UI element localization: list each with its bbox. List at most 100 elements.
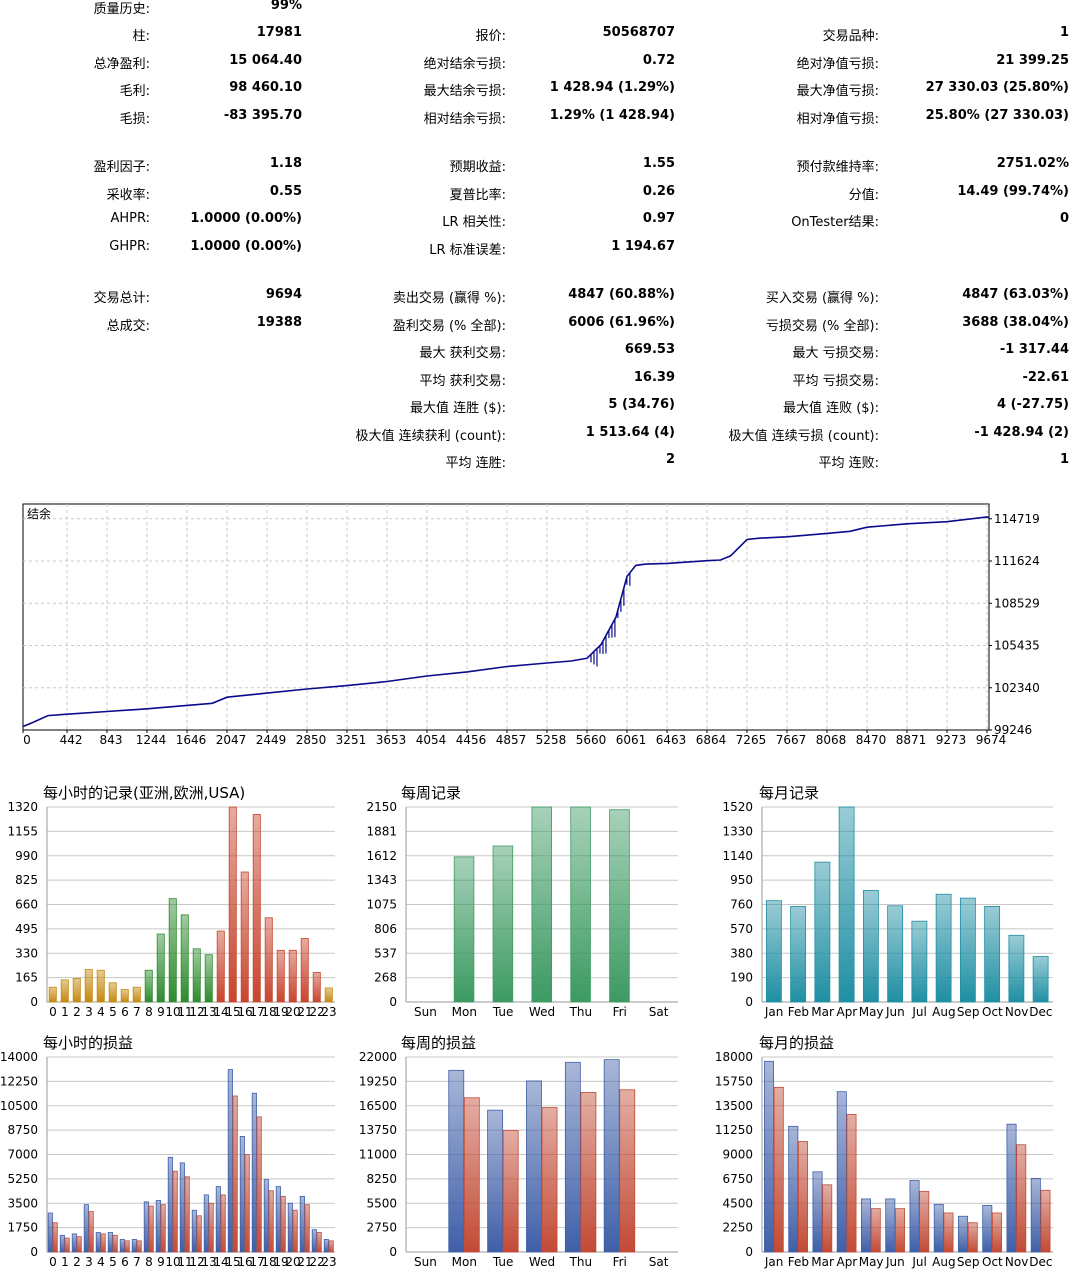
bar bbox=[958, 1215, 969, 1253]
y-tick-label: 0 bbox=[745, 1245, 753, 1259]
y-tick-label: 105435 bbox=[994, 639, 1040, 653]
bar bbox=[984, 906, 1001, 1003]
bar bbox=[276, 949, 285, 1003]
x-tick-label: 1 bbox=[61, 1255, 69, 1269]
y-tick-label: 0 bbox=[30, 1245, 38, 1259]
bar bbox=[227, 1069, 233, 1253]
bar bbox=[240, 871, 249, 1003]
stat-label: 交易品种: bbox=[822, 29, 879, 44]
stat-label: 最大结余亏损: bbox=[423, 84, 506, 99]
bar bbox=[609, 809, 630, 1003]
x-tick-label: Jul bbox=[911, 1005, 926, 1019]
y-tick-label: 13500 bbox=[716, 1099, 753, 1113]
stat-label: 质量历史: bbox=[93, 2, 150, 17]
x-tick-label: 5 bbox=[109, 1005, 117, 1019]
y-tick-label: 1140 bbox=[722, 849, 753, 863]
stat-label: OnTester结果: bbox=[791, 215, 879, 230]
x-tick-label: Fri bbox=[613, 1005, 627, 1019]
x-tick-label: 4456 bbox=[456, 733, 487, 747]
bar bbox=[1016, 1144, 1027, 1253]
x-tick-label: 5660 bbox=[576, 733, 607, 747]
x-tick-label: Wed bbox=[529, 1005, 555, 1019]
bar bbox=[88, 1211, 94, 1253]
y-tick-label: 268 bbox=[374, 971, 397, 985]
x-tick-label: Feb bbox=[788, 1005, 809, 1019]
x-tick-label: 7667 bbox=[776, 733, 807, 747]
y-tick-label: 806 bbox=[374, 922, 397, 936]
stat-value: 4847 (60.88%) bbox=[568, 287, 675, 302]
bar bbox=[861, 1198, 872, 1253]
stat-value: 1.55 bbox=[642, 156, 675, 171]
stat-value: 1.29% (1 428.94) bbox=[549, 108, 675, 123]
bar bbox=[59, 1234, 65, 1253]
x-tick-label: Sun bbox=[414, 1255, 437, 1269]
bar bbox=[311, 1229, 317, 1253]
stat-value: 9694 bbox=[265, 287, 302, 302]
bar bbox=[244, 1154, 250, 1253]
bar bbox=[967, 1222, 978, 1253]
bar bbox=[304, 1204, 310, 1253]
stat-label: 绝对净值亏损: bbox=[796, 57, 879, 72]
x-tick-label: 8068 bbox=[816, 733, 847, 747]
stat-value: 19388 bbox=[256, 315, 302, 330]
weekly-trades-panel: 每周记录 0 268 537 806 1075 1343 1612 1881 2150 Sun Mo… bbox=[358, 780, 716, 1030]
stat-label: 相对结余亏损: bbox=[423, 112, 506, 127]
bar bbox=[887, 905, 904, 1003]
x-tick-label: 11 bbox=[177, 1005, 192, 1019]
bar bbox=[228, 806, 237, 1003]
bar bbox=[232, 1095, 238, 1253]
bar bbox=[167, 1156, 173, 1253]
monthly-pnl-panel: 每月的损益 0 2250 4500 6750 9000 11250 13500 15750 18… bbox=[715, 1030, 1075, 1281]
bar bbox=[959, 897, 976, 1003]
x-tick-label: Apr bbox=[836, 1255, 857, 1269]
x-tick-label: 23 bbox=[321, 1005, 336, 1019]
bar bbox=[541, 1107, 558, 1253]
y-tick-label: 0 bbox=[30, 995, 38, 1009]
bar bbox=[788, 1125, 799, 1253]
x-tick-label: 3 bbox=[85, 1255, 93, 1269]
y-tick-label: 825 bbox=[15, 873, 38, 887]
stat-label: 预期收益: bbox=[449, 160, 506, 175]
plot-area bbox=[22, 503, 990, 731]
weekly-trades-title: 每周记录 bbox=[401, 784, 462, 802]
bar bbox=[112, 1234, 118, 1253]
stat-value: 1.18 bbox=[269, 156, 302, 171]
y-tick-label: 8750 bbox=[7, 1123, 38, 1137]
bar bbox=[160, 1204, 166, 1253]
stat-label: 极大值 连续亏损 (count): bbox=[728, 429, 879, 444]
bar bbox=[47, 1212, 53, 1253]
bar bbox=[108, 982, 117, 1003]
x-tick-label: 8 bbox=[145, 1255, 153, 1269]
bar bbox=[619, 1089, 636, 1253]
bar bbox=[797, 1141, 808, 1253]
bar bbox=[275, 1186, 281, 1253]
bar bbox=[773, 1086, 784, 1253]
bar bbox=[328, 1240, 334, 1253]
x-tick-label: 20 bbox=[285, 1255, 300, 1269]
bar bbox=[935, 893, 952, 1003]
monthly-pnl-title: 每月的损益 bbox=[759, 1034, 835, 1052]
x-tick-label: 3251 bbox=[336, 733, 367, 747]
x-tick-label: 12 bbox=[189, 1005, 204, 1019]
bar bbox=[119, 1239, 125, 1253]
x-tick-label: Sep bbox=[957, 1005, 980, 1019]
hourly-pnl-panel: 每小时的损益 0 1750 3500 5250 7000 8750 10500 12250 14… bbox=[0, 1030, 358, 1281]
x-tick-label: 4 bbox=[97, 1255, 105, 1269]
bar bbox=[812, 1171, 823, 1253]
x-tick-label: 19 bbox=[273, 1005, 288, 1019]
bar bbox=[316, 1232, 322, 1253]
bar bbox=[836, 1091, 847, 1253]
weekly-trades-chart: 0 268 537 806 1075 1343 1612 1881 2150 Sun Mon Tue W… bbox=[366, 800, 678, 1019]
stat-label: 报价: bbox=[475, 29, 506, 44]
weekly-pnl-title: 每周的损益 bbox=[401, 1034, 477, 1052]
x-tick-label: Sun bbox=[414, 1005, 437, 1019]
bar bbox=[220, 1194, 226, 1253]
bar bbox=[268, 1190, 274, 1253]
bar bbox=[564, 1061, 581, 1253]
bar bbox=[991, 1212, 1002, 1253]
x-tick-label: 16 bbox=[237, 1005, 252, 1019]
bar bbox=[492, 845, 514, 1003]
bar bbox=[131, 1239, 137, 1253]
x-tick-label: Aug bbox=[932, 1255, 955, 1269]
